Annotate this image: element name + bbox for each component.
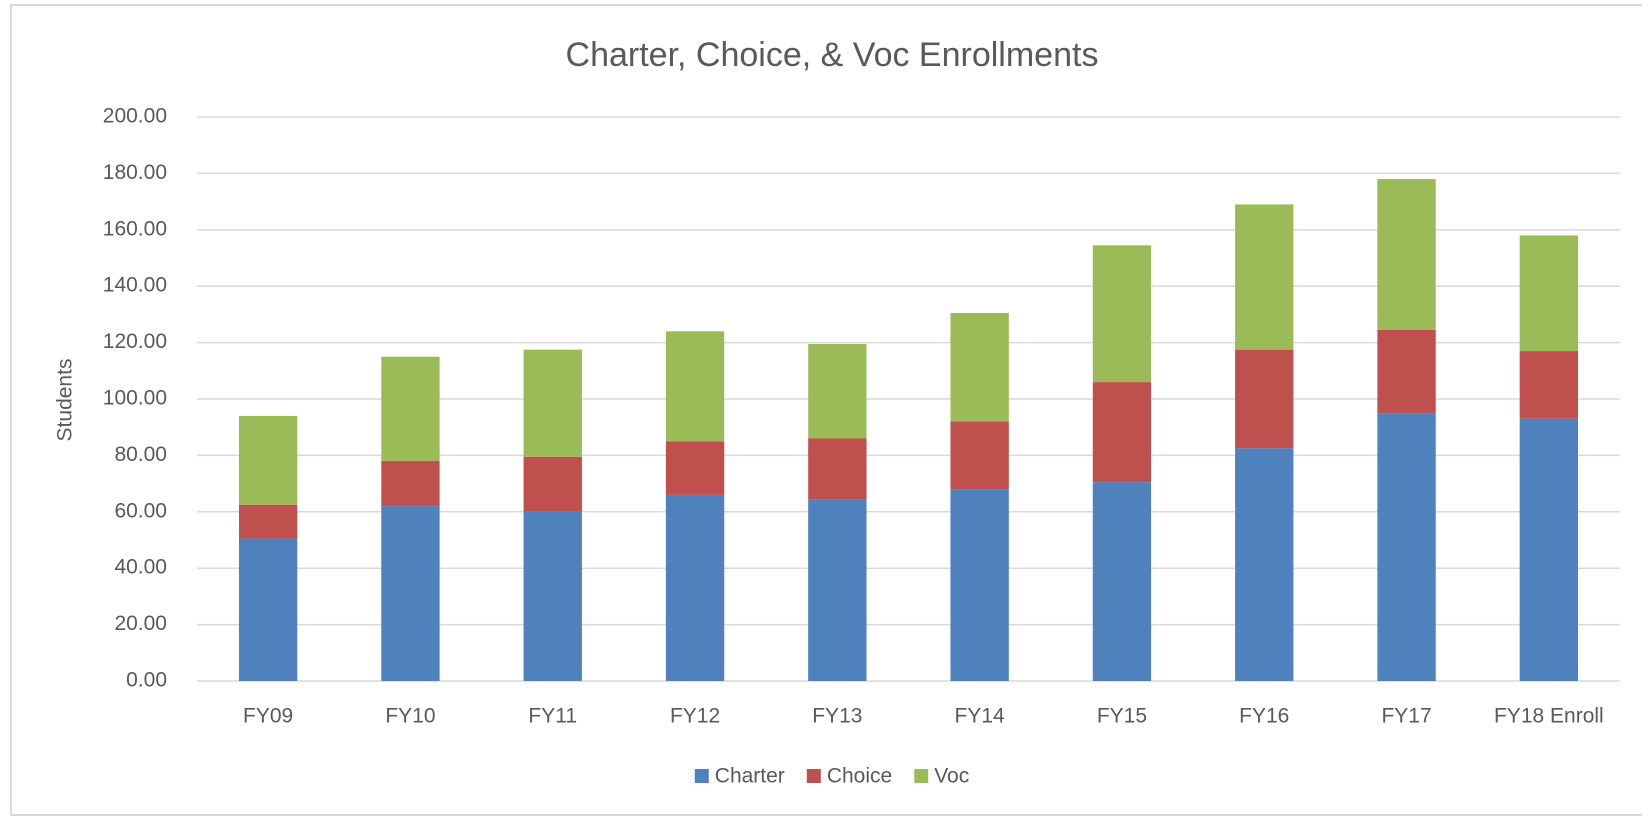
bar-segment [1519,418,1579,681]
bar-segment [523,511,582,681]
y-tick-label: 140.00 [103,274,167,297]
bar-segment [808,438,867,500]
bar-segment [523,456,582,512]
y-axis-label: Students [54,359,77,442]
x-tick-label: FY13 [812,705,862,728]
bar-segment [1519,235,1579,352]
bar-segment [1235,204,1294,350]
bar-segment [381,461,440,507]
y-tick-label: 200.00 [103,105,167,128]
bar-segment [665,331,725,442]
x-tick-label: FY10 [385,705,435,728]
bar-segment [381,506,440,681]
y-tick-label: 160.00 [103,217,167,240]
y-tick-label: 100.00 [103,387,167,410]
bar-segment [238,504,298,539]
legend-label: Choice [827,765,892,788]
y-tick-label: 180.00 [103,161,167,184]
bar-segment [1377,413,1436,681]
bar-segment [665,494,725,681]
y-tick-label: 0.00 [126,669,167,692]
bar-segment [1377,179,1436,330]
bar-segment [1092,482,1152,681]
legend-label: Voc [934,765,969,788]
bar-segment [1377,329,1436,414]
bar-segment [1235,448,1294,681]
bar-segment [665,441,725,495]
bar-segment [950,312,1009,422]
x-tick-label: FY16 [1239,705,1289,728]
bar-segment [950,489,1009,681]
x-tick-label: FY14 [955,705,1006,728]
y-tick-label: 40.00 [114,556,167,579]
y-tick-label: 80.00 [114,443,167,466]
x-tick-label: FY12 [670,705,720,728]
bar-segment [1235,349,1294,449]
bar-segment [1519,351,1579,419]
bar-segment [238,415,298,505]
legend-label: Charter [715,765,785,788]
bar-segment [1092,382,1152,483]
x-tick-label: FY18 Enroll [1494,705,1604,728]
bar-segment [808,344,867,439]
bar-segment [381,356,440,462]
legend-swatch [806,769,821,783]
y-tick-label: 120.00 [103,330,167,353]
x-tick-label: FY09 [243,705,293,728]
legend-swatch [694,769,709,783]
bar-segment [523,349,582,457]
x-tick-label: FY11 [528,705,577,728]
legend-swatch [914,769,929,783]
bar-segment [950,421,1009,490]
chart-title: Charter, Choice, & Voc Enrollments [566,36,1099,74]
x-tick-label: FY15 [1097,705,1147,728]
y-tick-label: 60.00 [114,499,167,522]
bar-segment [808,499,867,681]
x-tick-label: FY17 [1381,705,1431,728]
bar-segment [1092,245,1152,383]
y-tick-label: 20.00 [114,612,167,635]
bar-segment [238,538,298,681]
